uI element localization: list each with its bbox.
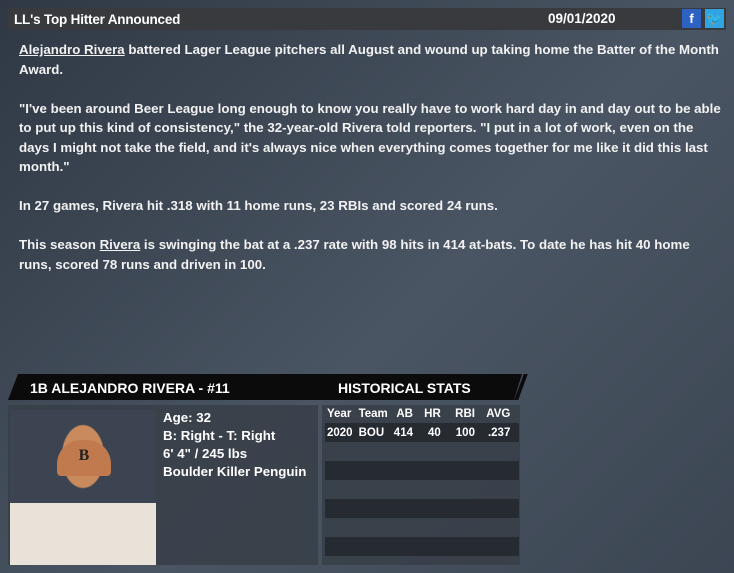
player-link[interactable]: Alejandro Rivera [19, 42, 125, 57]
cell: .237 [487, 426, 511, 439]
team: Boulder Killer Penguin [163, 464, 307, 479]
table-header: Year Team AB HR RBI AVG [324, 404, 513, 423]
col-ab: AB [396, 407, 413, 420]
text: This season [19, 237, 100, 252]
bats-throws: B: Right - T: Right [163, 428, 276, 443]
player-photo [10, 410, 156, 565]
col-year: Year [327, 407, 352, 420]
stripe [325, 461, 519, 480]
player-header-bar [8, 374, 522, 400]
cell: BOU [358, 426, 385, 439]
cell: 414 [393, 426, 413, 439]
col-avg: AVG [486, 407, 511, 420]
stripe [325, 423, 519, 442]
paragraph: Alejandro Rivera battered Lager League p… [19, 40, 724, 79]
facebook-icon[interactable]: f [682, 9, 701, 28]
player-link[interactable]: Rivera [99, 237, 141, 252]
stats-title: HISTORICAL STATS [338, 380, 471, 396]
stripe [325, 537, 519, 556]
table-row: 2020 BOU 414 40 100 .237 [324, 423, 513, 442]
paragraph: In 27 games, Rivera hit .318 with 11 hom… [19, 198, 498, 213]
news-date: 09/01/2020 [548, 11, 616, 26]
article-body: Alejandro Rivera battered Lager League p… [19, 40, 724, 294]
col-hr: HR [424, 407, 441, 420]
cell: 40 [427, 426, 441, 439]
paragraph: This season Rivera is swinging the bat a… [19, 235, 724, 274]
news-title: LL's Top Hitter Announced [14, 11, 181, 27]
col-rbi: RBI [455, 407, 475, 420]
stats-table: Year Team AB HR RBI AVG 2020 BOU 414 40 … [324, 404, 513, 442]
twitter-icon[interactable]: 🐦 [705, 9, 724, 28]
text: battered Lager League pitchers all Augus… [19, 42, 719, 77]
cell: 100 [455, 426, 475, 439]
cell: 2020 [327, 426, 353, 439]
age: Age: 32 [163, 410, 212, 425]
col-team: Team [358, 407, 388, 420]
cap-logo: B [57, 440, 111, 476]
text: is swinging the bat at a .237 rate with … [19, 237, 690, 272]
player-name: 1B ALEJANDRO RIVERA - #11 [30, 380, 230, 396]
news-header: LL's Top Hitter Announced 09/01/2020 f 🐦 [8, 8, 726, 30]
stripe [325, 499, 519, 518]
height-weight: 6' 4" / 245 lbs [163, 446, 248, 461]
player-info: Age: 32 B: Right - T: Right 6' 4" / 245 … [163, 409, 306, 481]
paragraph: "I've been around Beer League long enoug… [19, 100, 721, 175]
